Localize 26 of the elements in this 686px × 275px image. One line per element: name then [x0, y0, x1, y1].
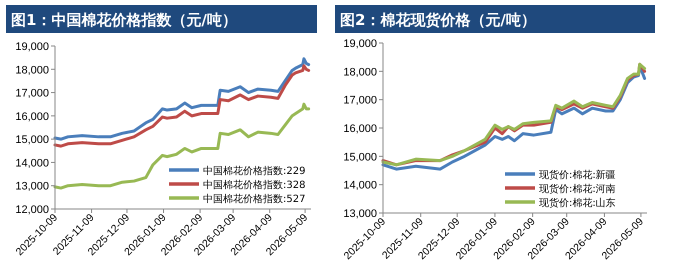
y-tick-label: 15,000 [343, 151, 377, 164]
legend-label: 中国棉花价格指数:229 [203, 165, 306, 177]
y-tick-label: 13,000 [343, 208, 377, 220]
y-tick-label: 19,000 [15, 41, 49, 53]
y-tick-label: 18,000 [15, 64, 49, 76]
y-tick-label: 12,000 [15, 204, 49, 216]
y-tick-label: 13,000 [15, 180, 49, 193]
legend-label: 现货价:棉花:山东 [539, 197, 616, 209]
legend-label: 中国棉花价格指数:328 [203, 179, 306, 191]
line-series [54, 64, 310, 148]
legend-label: 中国棉花价格指数:527 [203, 193, 306, 205]
y-tick-label: 16,000 [343, 123, 377, 135]
y-tick-label: 14,000 [15, 157, 49, 170]
legend-label: 现货价:棉花:新疆 [539, 169, 616, 181]
y-tick-label: 18,000 [343, 66, 377, 78]
line-series [54, 102, 310, 190]
y-tick-label: 15,000 [15, 134, 49, 146]
chart-title: 图2：棉花现货价格（元/吨） [340, 11, 536, 29]
chart-title: 图1：中国棉花价格指数（元/吨） [11, 11, 237, 29]
y-tick-label: 16,000 [15, 110, 49, 123]
y-tick-label: 17,000 [343, 94, 377, 107]
y-tick-label: 19,000 [343, 38, 377, 50]
y-tick-label: 17,000 [15, 88, 49, 100]
y-tick-label: 14,000 [343, 180, 377, 192]
line-series [54, 57, 310, 141]
legend-label: 现货价:棉花:河南 [539, 183, 616, 195]
